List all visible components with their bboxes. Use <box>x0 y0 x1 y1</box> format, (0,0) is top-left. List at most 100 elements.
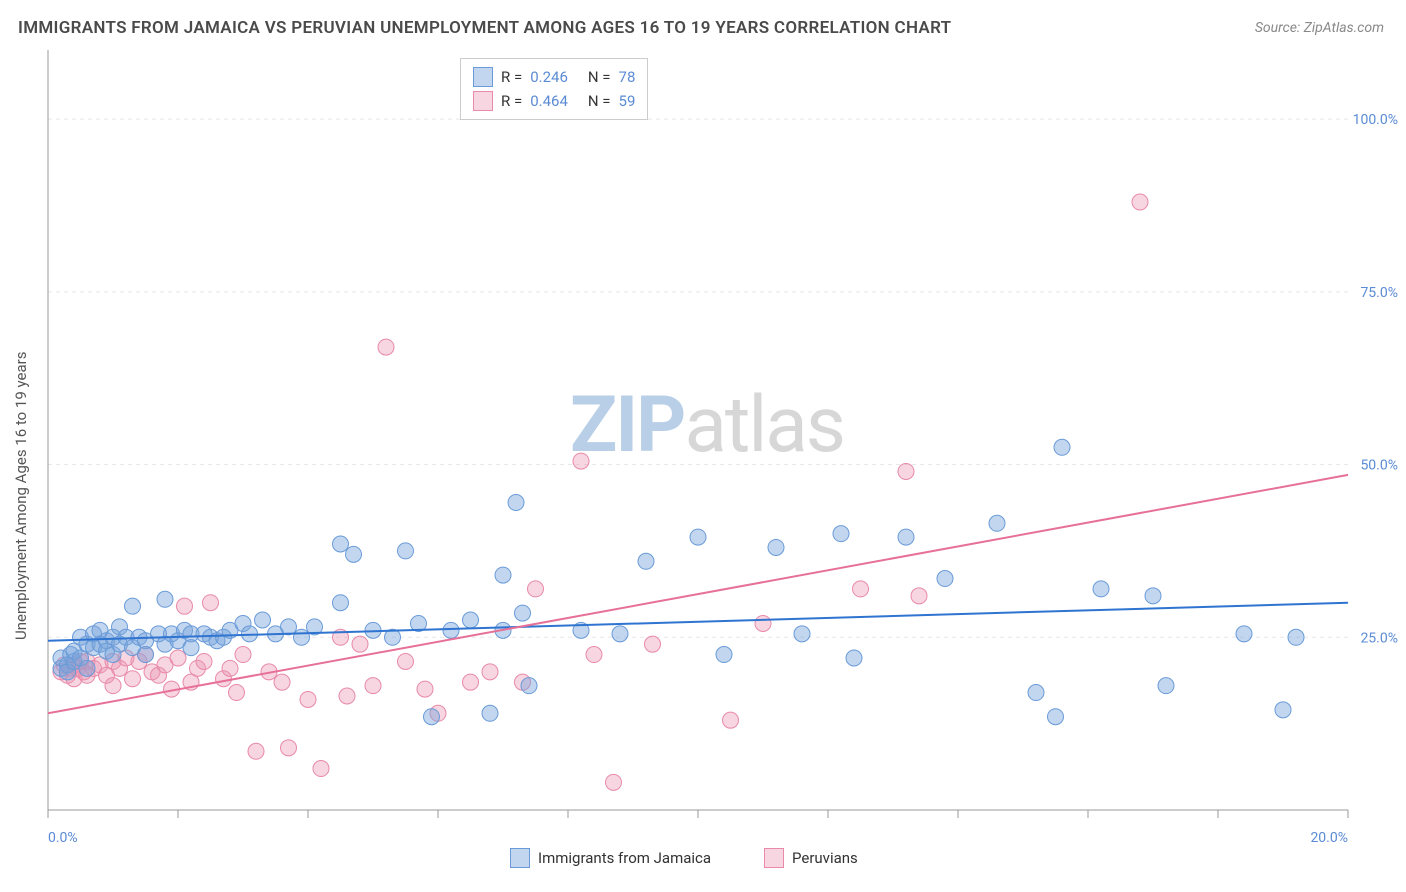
scatter-point <box>105 678 121 694</box>
scatter-point <box>1048 709 1064 725</box>
scatter-point <box>612 626 628 642</box>
scatter-point <box>313 761 329 777</box>
scatter-point <box>606 774 622 790</box>
scatter-point <box>294 629 310 645</box>
scatter-point <box>196 653 212 669</box>
scatter-point <box>495 567 511 583</box>
scatter-point <box>138 647 154 663</box>
scatter-point <box>365 678 381 694</box>
scatter-point <box>482 705 498 721</box>
scatter-point <box>398 653 414 669</box>
scatter-point <box>755 615 771 631</box>
scatter-point <box>989 515 1005 531</box>
scatter-point <box>229 685 245 701</box>
x-tick-label: 20.0% <box>1310 830 1348 846</box>
scatter-point <box>378 339 394 355</box>
scatter-point <box>937 571 953 587</box>
scatter-point <box>157 591 173 607</box>
scatter-point <box>521 678 537 694</box>
scatter-point <box>183 640 199 656</box>
scatter-point <box>79 660 95 676</box>
scatter-point <box>398 543 414 559</box>
scatter-point <box>333 595 349 611</box>
scatter-point <box>833 526 849 542</box>
legend-swatch <box>473 91 493 111</box>
scatter-point <box>911 588 927 604</box>
scatter-point <box>443 622 459 638</box>
scatter-point <box>235 647 251 663</box>
series-legend-item: Peruvians <box>764 848 858 868</box>
y-tick-label: 75.0% <box>1360 285 1398 301</box>
scatter-point <box>177 598 193 614</box>
scatter-point <box>515 605 531 621</box>
scatter-point <box>846 650 862 666</box>
scatter-point <box>1288 629 1304 645</box>
series-name: Peruvians <box>792 849 858 867</box>
scatter-point <box>281 619 297 635</box>
r-label: R = <box>501 92 522 110</box>
legend-row: R = 0.464 N = 59 <box>473 89 635 113</box>
scatter-point <box>222 660 238 676</box>
r-value: 0.464 <box>530 92 568 110</box>
scatter-point <box>1158 678 1174 694</box>
y-tick-label: 100.0% <box>1353 112 1398 128</box>
y-axis-title: Unemployment Among Ages 16 to 19 years <box>12 352 30 640</box>
scatter-point <box>170 650 186 666</box>
scatter-point <box>1145 588 1161 604</box>
r-value: 0.246 <box>530 68 568 86</box>
scatter-point <box>898 529 914 545</box>
scatter-point <box>638 553 654 569</box>
scatter-point <box>1028 685 1044 701</box>
scatter-point <box>339 688 355 704</box>
scatter-point <box>898 463 914 479</box>
scatter-point <box>300 691 316 707</box>
legend-row: R = 0.246 N = 78 <box>473 65 635 89</box>
n-label: N = <box>588 92 611 110</box>
scatter-point <box>274 674 290 690</box>
scatter-point <box>1236 626 1252 642</box>
scatter-point <box>1275 702 1291 718</box>
scatter-point <box>768 539 784 555</box>
scatter-point <box>690 529 706 545</box>
y-tick-label: 50.0% <box>1360 458 1398 474</box>
scatter-point <box>352 636 368 652</box>
scatter-point <box>586 647 602 663</box>
scatter-point <box>645 636 661 652</box>
n-label: N = <box>588 68 611 86</box>
scatter-point <box>463 612 479 628</box>
scatter-point <box>248 743 264 759</box>
x-tick-label: 0.0% <box>48 830 78 846</box>
scatter-point <box>853 581 869 597</box>
scatter-point <box>508 495 524 511</box>
legend-swatch <box>510 848 530 868</box>
legend-swatch <box>473 67 493 87</box>
scatter-point <box>1054 439 1070 455</box>
scatter-point <box>125 671 141 687</box>
scatter-point <box>346 546 362 562</box>
r-label: R = <box>501 68 522 86</box>
scatter-point <box>723 712 739 728</box>
scatter-point <box>794 626 810 642</box>
scatter-point <box>482 664 498 680</box>
scatter-point <box>255 612 271 628</box>
scatter-point <box>125 598 141 614</box>
scatter-point <box>281 740 297 756</box>
chart-title: IMMIGRANTS FROM JAMAICA VS PERUVIAN UNEM… <box>18 18 951 38</box>
scatter-point <box>424 709 440 725</box>
correlation-legend: R = 0.246 N = 78 R = 0.464 N = 59 <box>460 58 648 120</box>
series-name: Immigrants from Jamaica <box>538 849 711 867</box>
scatter-point <box>716 647 732 663</box>
scatter-point <box>203 595 219 611</box>
scatter-point <box>333 536 349 552</box>
scatter-plot: 25.0%50.0%75.0%100.0%0.0%20.0% <box>48 50 1348 810</box>
scatter-point <box>1093 581 1109 597</box>
n-value: 78 <box>619 68 636 86</box>
source-label: Source: ZipAtlas.com <box>1255 20 1384 36</box>
n-value: 59 <box>619 92 636 110</box>
y-tick-label: 25.0% <box>1360 630 1398 646</box>
scatter-point <box>573 453 589 469</box>
series-legend-item: Immigrants from Jamaica <box>510 848 711 868</box>
scatter-point <box>417 681 433 697</box>
scatter-point <box>463 674 479 690</box>
legend-swatch <box>764 848 784 868</box>
